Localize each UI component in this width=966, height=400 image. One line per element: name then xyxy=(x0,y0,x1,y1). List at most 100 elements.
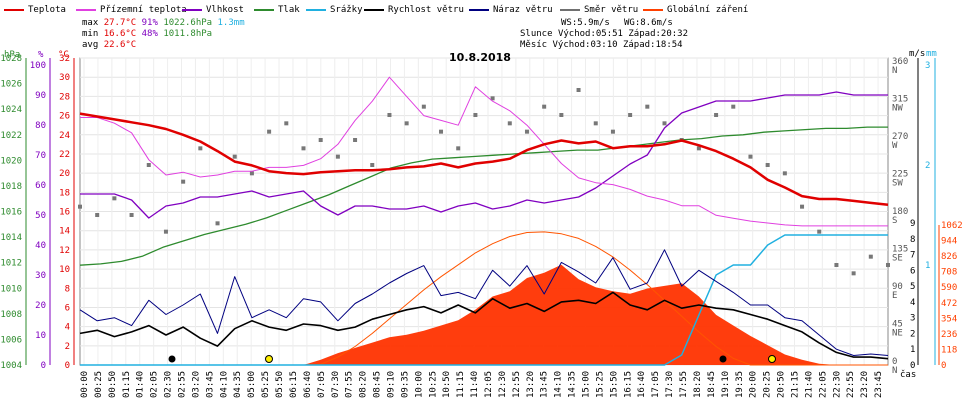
direction-point xyxy=(456,146,461,151)
time-tick-label: 19:35 xyxy=(735,371,745,398)
pressure-line xyxy=(79,126,888,266)
time-tick-label: 00:50 xyxy=(108,371,118,398)
temp-tick-label: 30 xyxy=(59,73,70,83)
direction-tick-dir: N xyxy=(892,366,897,376)
legend-naraz-vetru: Náraz větru xyxy=(469,4,553,16)
radiation-tick-label: 1062 xyxy=(941,221,963,231)
rain-axis-title: mm xyxy=(926,49,937,59)
time-tick-label: 21:40 xyxy=(804,371,814,398)
time-tick-label: 20:25 xyxy=(763,371,773,398)
time-tick-label: 05:00 xyxy=(247,371,257,398)
direction-point xyxy=(370,163,375,167)
direction-tick-label: 45 xyxy=(892,320,903,330)
time-tick-label: 02:55 xyxy=(178,371,188,398)
humidity-tick-label: 80 xyxy=(35,121,46,131)
direction-point xyxy=(439,129,444,134)
temp-tick-label: 6 xyxy=(65,303,70,313)
time-tick-label: 06:15 xyxy=(289,371,299,398)
direction-point xyxy=(181,179,186,184)
radiation-tick-label: 118 xyxy=(941,345,957,355)
time-tick-label: 15:25 xyxy=(595,371,605,398)
direction-point xyxy=(232,154,237,159)
direction-point xyxy=(886,263,890,267)
time-tick-label: 06:40 xyxy=(303,371,313,398)
direction-point xyxy=(129,213,134,217)
radiation-tick-label: 472 xyxy=(941,299,957,309)
chart-title: 10.8.2018 xyxy=(449,51,511,64)
direction-tick-label: 180 xyxy=(892,207,908,217)
direction-point xyxy=(335,154,340,159)
direction-point xyxy=(301,146,306,151)
time-tick-label: 15:00 xyxy=(582,371,592,398)
temp-axis-title: °C xyxy=(58,50,69,60)
direction-point xyxy=(387,113,392,117)
direction-point xyxy=(696,146,701,151)
rain-tick-label: 1 xyxy=(925,261,930,271)
sunrise-marker xyxy=(265,355,273,363)
direction-tick-label: 270 xyxy=(892,132,908,142)
wind-gust-summary: WG:8.6m/s xyxy=(624,18,673,28)
direction-point xyxy=(353,138,358,142)
pressure-tick-label: 1006 xyxy=(0,335,22,345)
direction-point xyxy=(421,104,426,109)
radiation-tick-label: 944 xyxy=(941,237,957,247)
legend-smer-vetru: Směr větru xyxy=(560,4,638,16)
wind-tick-label: 9 xyxy=(910,219,915,229)
humidity-tick-label: 50 xyxy=(35,211,46,221)
temp-tick-label: 16 xyxy=(59,208,70,218)
humidity-tick-label: 100 xyxy=(30,61,46,71)
direction-point xyxy=(559,113,564,117)
legend-vlhkost: Vlhkost xyxy=(182,4,244,16)
humidity-line xyxy=(80,91,888,219)
time-tick-label: 22:05 xyxy=(818,371,828,398)
time-tick-label: 18:20 xyxy=(693,371,703,398)
radiation-area xyxy=(80,264,888,365)
humidity-tick-label: 60 xyxy=(35,181,46,191)
direction-point xyxy=(782,171,787,176)
time-tick-label: 03:45 xyxy=(205,371,215,398)
stats-avg: avg 22.6°C xyxy=(82,40,137,50)
direction-tick-dir: NW xyxy=(892,104,903,114)
direction-tick-dir: NE xyxy=(892,329,903,339)
pressure-tick-label: 1024 xyxy=(0,105,22,115)
gust-line xyxy=(79,249,889,356)
time-tick-label: 07:30 xyxy=(331,371,341,398)
pressure-tick-label: 1022 xyxy=(0,131,22,141)
temp-tick-label: 12 xyxy=(59,246,70,256)
direction-point xyxy=(473,113,478,117)
direction-point xyxy=(851,271,856,276)
direction-point xyxy=(95,213,100,217)
direction-point xyxy=(628,113,633,117)
time-tick-label: 11:15 xyxy=(456,371,466,398)
ground-temp-line xyxy=(80,76,888,227)
time-tick-label: 17:55 xyxy=(679,371,689,398)
wind-tick-label: 1 xyxy=(910,345,915,355)
direction-point xyxy=(576,88,581,92)
direction-point xyxy=(163,229,168,234)
time-tick-label: 20:50 xyxy=(777,371,787,398)
wind-axis-title: m/s xyxy=(909,49,925,59)
direction-point xyxy=(662,121,667,126)
direction-point xyxy=(765,163,770,167)
humidity-tick-label: 40 xyxy=(35,241,46,251)
legend-teplota: Teplota xyxy=(4,4,66,16)
temp-tick-label: 14 xyxy=(59,227,70,237)
pressure-tick-label: 1010 xyxy=(0,284,22,294)
direction-tick-dir: SW xyxy=(892,179,903,189)
direction-tick-label: 225 xyxy=(892,170,908,180)
moon-info: Měsíc Východ:03:10 Západ:18:54 xyxy=(520,40,683,50)
humidity-tick-label: 70 xyxy=(35,151,46,161)
pressure-axis-title: hPa xyxy=(4,50,20,60)
wind-tick-label: 8 xyxy=(910,235,915,245)
time-tick-label: 09:10 xyxy=(386,371,396,398)
direction-tick-label: 0 xyxy=(892,357,897,367)
time-tick-label: 15:50 xyxy=(609,371,619,398)
direction-tick-dir: S xyxy=(892,216,897,226)
pressure-tick-label: 1014 xyxy=(0,233,22,243)
direction-point xyxy=(524,129,529,134)
direction-point xyxy=(748,154,753,159)
direction-point xyxy=(78,204,82,209)
direction-point xyxy=(800,204,805,209)
time-axis-title: čas xyxy=(900,369,916,380)
time-tick-label: 07:05 xyxy=(317,371,327,398)
